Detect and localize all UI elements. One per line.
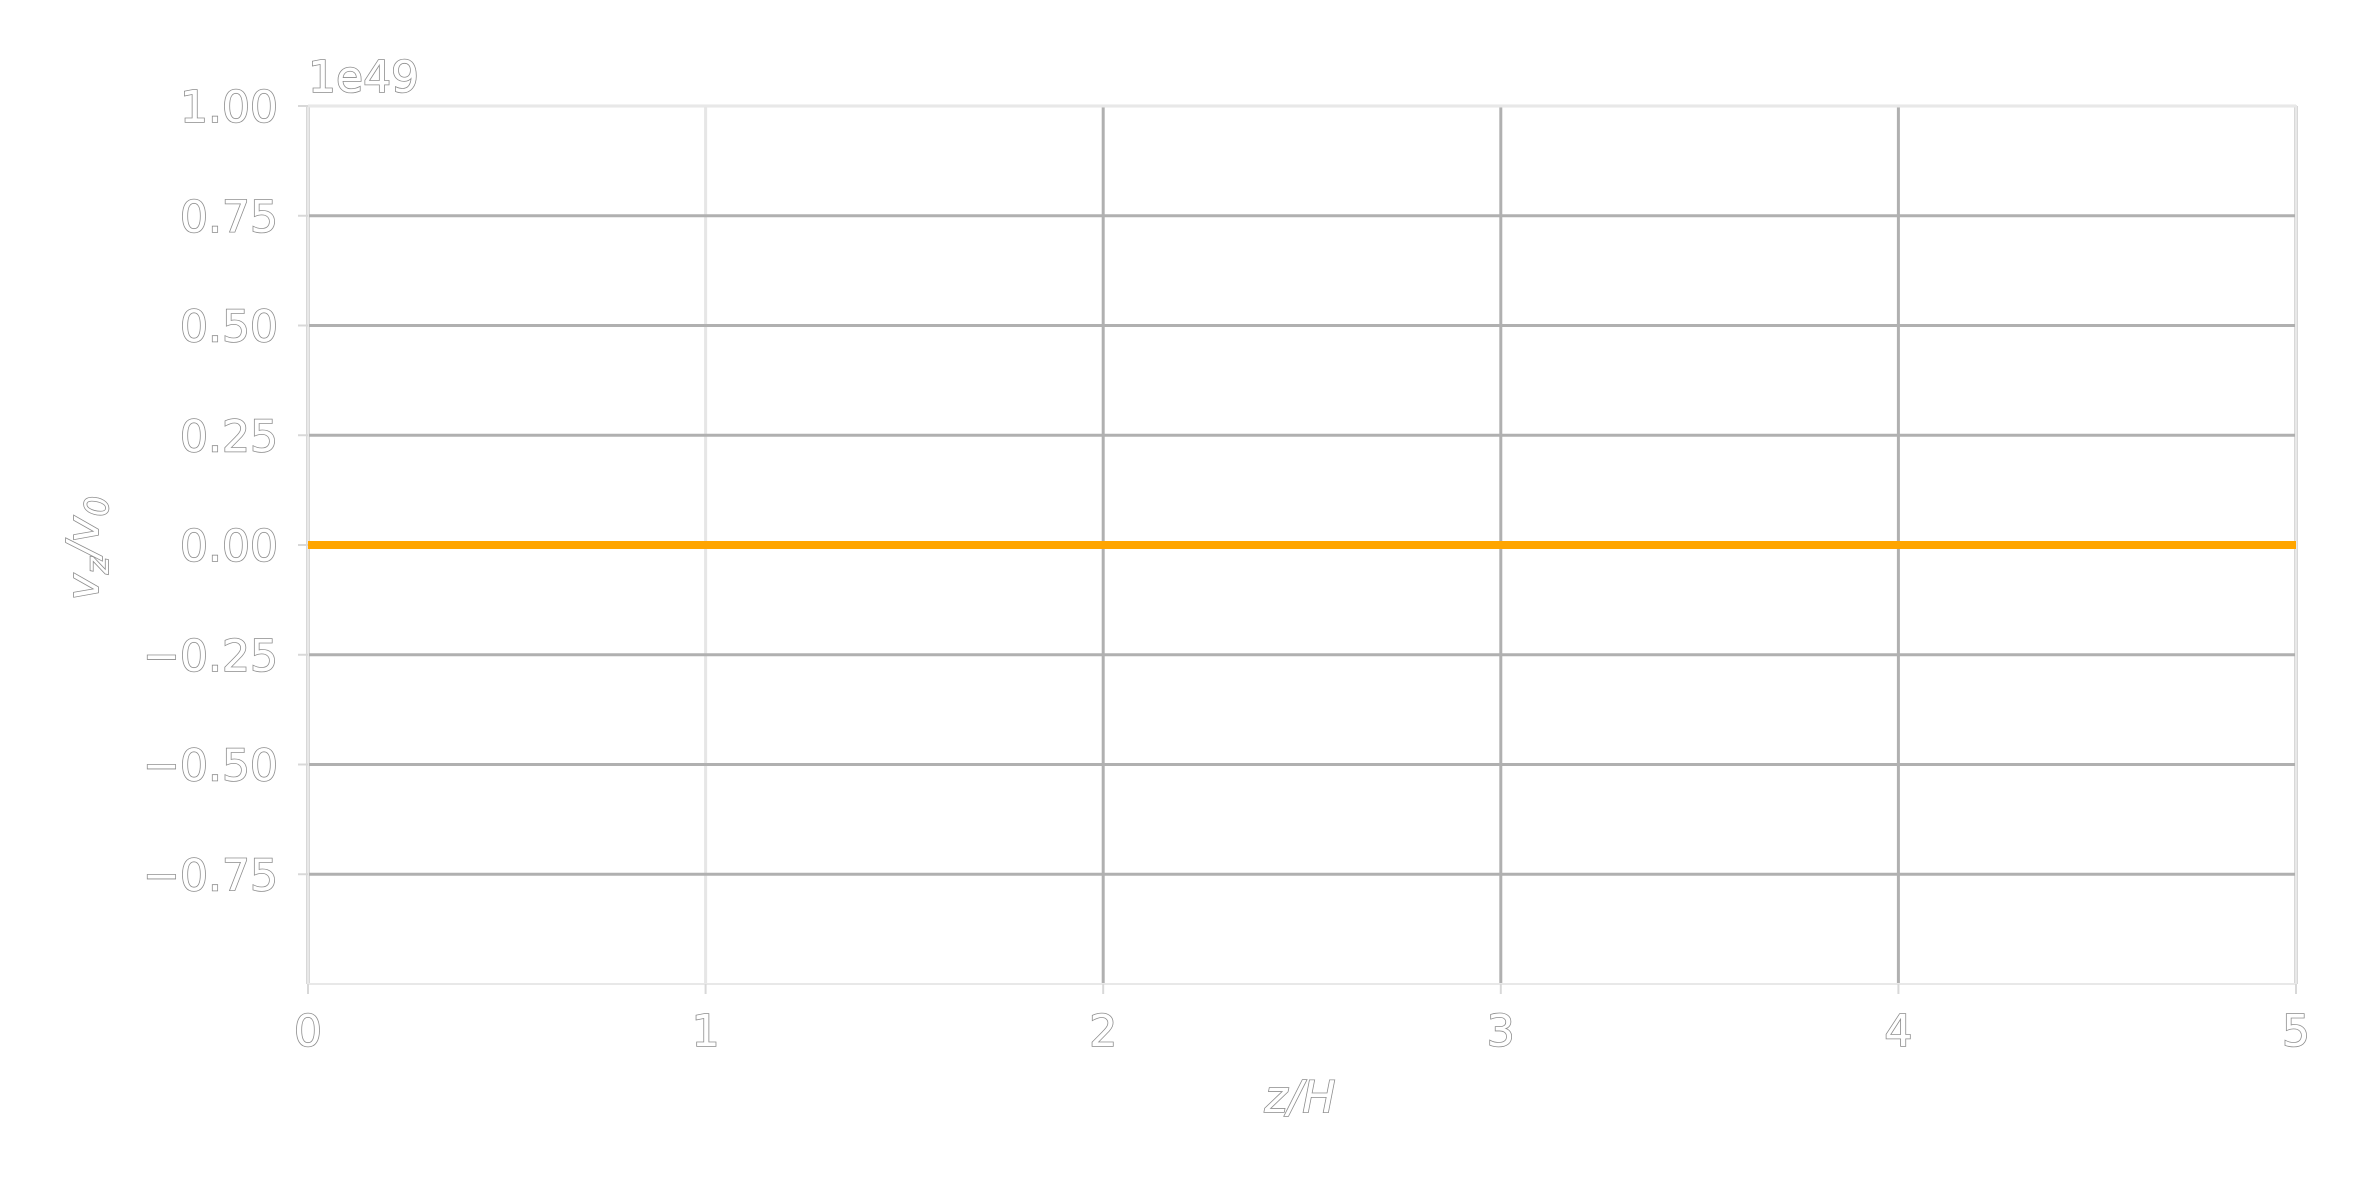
x-tick-label-4: 4 [1884, 1006, 1912, 1057]
x-tick-label-5: 5 [2282, 1006, 2310, 1057]
y-tick-label-1: 0.75 [180, 192, 278, 243]
y-label-main: v [58, 573, 109, 600]
y-tick-label-0: 1.00 [180, 82, 278, 133]
y-tick-label-7: −0.75 [143, 850, 278, 901]
y-label-sub2: 0 [78, 496, 116, 516]
x-tick-label-1: 1 [692, 1006, 720, 1057]
x-tick-label-2: 2 [1089, 1006, 1117, 1057]
y-tick-label-2: 0.50 [180, 302, 278, 353]
y-axis-label: vz/v0 [58, 496, 116, 600]
x-axis-label: z/H [1263, 1072, 1335, 1123]
y-tick-label-4: 0.00 [180, 521, 278, 572]
x-tick-label-0: 0 [294, 1006, 322, 1057]
tick-labels: 0 1 2 3 4 5 1.00 0.75 0.50 0.25 0.00 −0.25 −0.50 −0.7… [142, 81, 2310, 1058]
y-tick-label-3: 0.25 [180, 411, 278, 462]
y-tick-label-6: −0.50 [143, 741, 278, 792]
x-tick-label-3: 3 [1487, 1006, 1515, 1057]
y-offset-text: 1e49 [308, 52, 419, 103]
y-label-sub1: z [78, 556, 116, 575]
y-label-sep: /v [58, 515, 109, 561]
y-tick-label-5: −0.25 [143, 631, 278, 682]
